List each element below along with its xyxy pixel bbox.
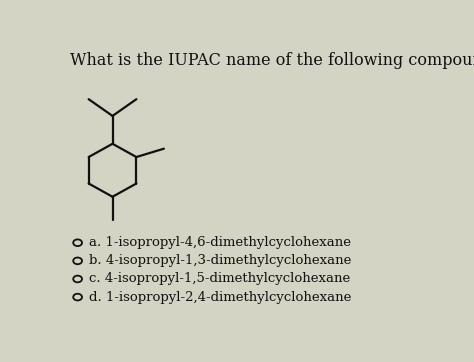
Text: c. 4-isopropyl-1,5-dimethylcyclohexane: c. 4-isopropyl-1,5-dimethylcyclohexane (89, 273, 350, 286)
Text: b. 4-isopropyl-1,3-dimethylcyclohexane: b. 4-isopropyl-1,3-dimethylcyclohexane (89, 254, 351, 268)
Text: a. 1-isopropyl-4,6-dimethylcyclohexane: a. 1-isopropyl-4,6-dimethylcyclohexane (89, 236, 351, 249)
Text: d. 1-isopropyl-2,4-dimethylcyclohexane: d. 1-isopropyl-2,4-dimethylcyclohexane (89, 291, 351, 304)
Text: What is the IUPAC name of the following compound?: What is the IUPAC name of the following … (70, 52, 474, 69)
